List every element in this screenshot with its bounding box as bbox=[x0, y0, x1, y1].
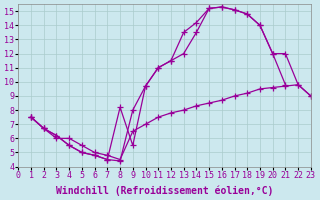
X-axis label: Windchill (Refroidissement éolien,°C): Windchill (Refroidissement éolien,°C) bbox=[56, 185, 273, 196]
